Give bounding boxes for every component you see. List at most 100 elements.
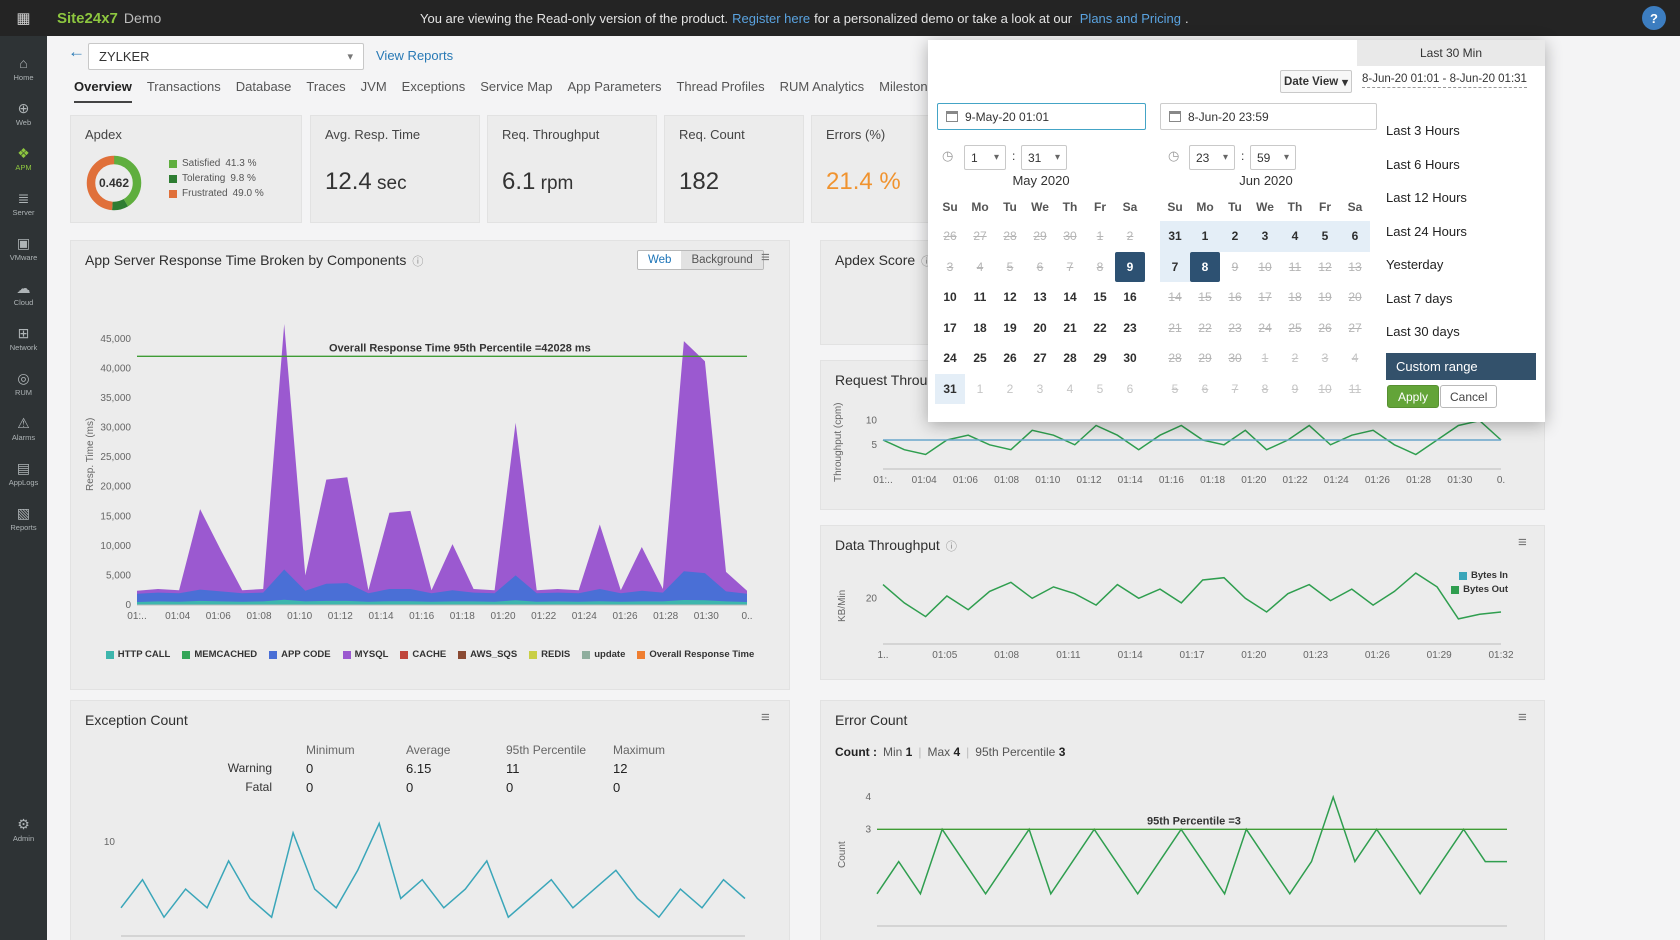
sidebar-item-server[interactable]: ≣ Server xyxy=(0,181,47,226)
info-icon[interactable]: ⓘ xyxy=(921,256,933,268)
calendar-day[interactable]: 8 xyxy=(1190,251,1220,282)
calendar-day[interactable]: 10 xyxy=(943,290,957,304)
legend-item-overall-response-time[interactable]: Overall Response Time xyxy=(637,649,754,660)
start-date-input[interactable]: 9-May-20 01:01 xyxy=(937,103,1146,130)
plans-link[interactable]: Plans and Pricing xyxy=(1079,10,1181,26)
quick-range-last-12-hours[interactable]: Last 12 Hours xyxy=(1386,190,1467,206)
legend-item-cache[interactable]: CACHE xyxy=(400,649,446,660)
toggle-background[interactable]: Background xyxy=(681,251,763,269)
tab-overview[interactable]: Overview xyxy=(74,79,132,103)
tab-transactions[interactable]: Transactions xyxy=(146,79,221,94)
sidebar-item-admin[interactable]: ⚙ Admin xyxy=(0,807,47,852)
tab-app-parameters[interactable]: App Parameters xyxy=(567,79,662,94)
calendar-day[interactable]: 31 xyxy=(1160,221,1190,252)
quick-range-yesterday[interactable]: Yesterday xyxy=(1386,257,1444,273)
legend-item-memcached[interactable]: MEMCACHED xyxy=(182,649,257,660)
legend-item-bytes-out[interactable]: Bytes Out xyxy=(1451,584,1508,595)
tab-exceptions[interactable]: Exceptions xyxy=(401,79,466,94)
legend-item-bytes-in[interactable]: Bytes In xyxy=(1451,570,1508,581)
calendar-day[interactable]: 14 xyxy=(1063,290,1077,304)
calendar-day[interactable]: 2 xyxy=(1220,221,1250,252)
calendar-day[interactable]: 25 xyxy=(973,351,987,365)
calendar-day[interactable]: 19 xyxy=(1003,320,1017,335)
calendar-day[interactable]: 28 xyxy=(1063,351,1077,365)
legend-item-frustrated[interactable]: Frustrated 49.0 % xyxy=(169,188,264,199)
view-reports-link[interactable]: View Reports xyxy=(376,48,454,63)
sidebar-item-web[interactable]: ⊕ Web xyxy=(0,91,47,136)
end-date-input[interactable]: 8-Jun-20 23:59 xyxy=(1160,103,1377,130)
calendar-day[interactable]: 17 xyxy=(943,320,957,335)
quick-range-last-7-days[interactable]: Last 7 days xyxy=(1386,290,1453,306)
quick-range-custom-range[interactable]: Custom range xyxy=(1386,352,1536,380)
back-arrow-icon[interactable]: ← xyxy=(68,42,85,61)
info-icon[interactable]: ⓘ xyxy=(945,541,957,553)
calendar-day[interactable]: 30 xyxy=(1123,351,1137,365)
sidebar-item-alarms[interactable]: ⚠ Alarms xyxy=(0,406,47,451)
calendar-day[interactable]: 7 xyxy=(1160,251,1190,282)
tab-milestones[interactable]: Milestones xyxy=(879,79,942,94)
apply-button[interactable]: Apply xyxy=(1387,385,1440,408)
calendar-day[interactable]: 23 xyxy=(1123,320,1137,335)
sidebar-item-network[interactable]: ⊞ Network xyxy=(0,316,47,361)
panel-menu-icon[interactable]: ≡ xyxy=(761,249,770,266)
tab-service-map[interactable]: Service Map xyxy=(480,79,553,94)
calendar-day[interactable]: 12 xyxy=(1003,290,1017,304)
legend-item-satisfied[interactable]: Satisfied 41.3 % xyxy=(169,158,264,169)
info-icon[interactable]: ⓘ xyxy=(412,256,424,268)
start-minute-select[interactable]: 31 ▾ xyxy=(1021,145,1067,170)
calendar-day[interactable]: 9 xyxy=(1115,251,1145,282)
toggle-web[interactable]: Web xyxy=(638,251,682,269)
start-hour-select[interactable]: 1 ▾ xyxy=(964,145,1006,170)
calendar-day[interactable]: 31 xyxy=(935,373,965,404)
legend-item-redis[interactable]: REDIS xyxy=(529,649,570,660)
calendar-day[interactable]: 26 xyxy=(1003,351,1017,365)
calendar-day[interactable]: 24 xyxy=(943,351,957,365)
quick-range-last-3-hours[interactable]: Last 3 Hours xyxy=(1386,123,1460,139)
calendar-day[interactable]: 21 xyxy=(1063,320,1077,335)
calendar-day[interactable]: 6 xyxy=(1340,221,1370,252)
calendar-day[interactable]: 1 xyxy=(1190,221,1220,252)
legend-item-app-code[interactable]: APP CODE xyxy=(269,649,331,660)
tab-thread-profiles[interactable]: Thread Profiles xyxy=(676,79,765,94)
legend-item-aws-sqs[interactable]: AWS_SQS xyxy=(458,649,517,660)
legend-item-http-call[interactable]: HTTP CALL xyxy=(105,649,170,660)
tab-traces[interactable]: Traces xyxy=(306,79,346,94)
sidebar-item-apm[interactable]: ❖ APM xyxy=(0,136,47,181)
calendar-day[interactable]: 11 xyxy=(973,290,987,304)
legend-item-update[interactable]: update xyxy=(582,649,625,660)
register-link[interactable]: Register here xyxy=(732,10,811,26)
calendar-day[interactable]: 20 xyxy=(1033,320,1047,335)
sidebar-item-home[interactable]: ⌂ Home xyxy=(0,46,47,91)
calendar-day[interactable]: 13 xyxy=(1033,290,1047,304)
time-range-button[interactable]: Last 30 Min xyxy=(1357,40,1545,66)
tab-jvm[interactable]: JVM xyxy=(360,79,387,94)
application-select[interactable]: ZYLKER ▾ xyxy=(88,43,364,70)
help-icon[interactable]: ? xyxy=(1642,6,1666,30)
tab-rum-analytics[interactable]: RUM Analytics xyxy=(779,79,865,94)
calendar-day[interactable]: 15 xyxy=(1093,290,1107,304)
sidebar-item-vmware[interactable]: ▣ VMware xyxy=(0,226,47,271)
legend-item-tolerating[interactable]: Tolerating 9.8 % xyxy=(169,173,264,184)
calendar-day[interactable]: 18 xyxy=(973,320,987,335)
calendar-day[interactable]: 27 xyxy=(1033,351,1047,365)
selected-range-text[interactable]: 8-Jun-20 01:01 - 8-Jun-20 01:31 xyxy=(1362,73,1527,88)
quick-range-last-6-hours[interactable]: Last 6 Hours xyxy=(1386,156,1460,172)
end-hour-select[interactable]: 23 ▾ xyxy=(1189,145,1235,170)
legend-item-mysql[interactable]: MYSQL xyxy=(342,649,388,660)
quick-range-last-30-days[interactable]: Last 30 days xyxy=(1386,324,1460,340)
quick-range-last-24-hours[interactable]: Last 24 Hours xyxy=(1386,223,1467,239)
panel-menu-icon[interactable]: ≡ xyxy=(761,709,770,726)
calendar-day[interactable]: 4 xyxy=(1280,221,1310,252)
cancel-button[interactable]: Cancel xyxy=(1440,385,1498,408)
sidebar-item-cloud[interactable]: ☁ Cloud xyxy=(0,271,47,316)
tab-database[interactable]: Database xyxy=(235,79,292,94)
calendar-day[interactable]: 16 xyxy=(1123,290,1137,304)
panel-menu-icon[interactable]: ≡ xyxy=(1518,709,1527,726)
sidebar-item-rum[interactable]: ◎ RUM xyxy=(0,361,47,406)
end-minute-select[interactable]: 59 ▾ xyxy=(1250,145,1296,170)
panel-menu-icon[interactable]: ≡ xyxy=(1518,534,1527,551)
calendar-day[interactable]: 3 xyxy=(1250,221,1280,252)
calendar-day[interactable]: 22 xyxy=(1093,320,1107,335)
calendar-day[interactable]: 29 xyxy=(1093,351,1107,365)
date-view-button[interactable]: Date View ▾ xyxy=(1280,70,1352,93)
